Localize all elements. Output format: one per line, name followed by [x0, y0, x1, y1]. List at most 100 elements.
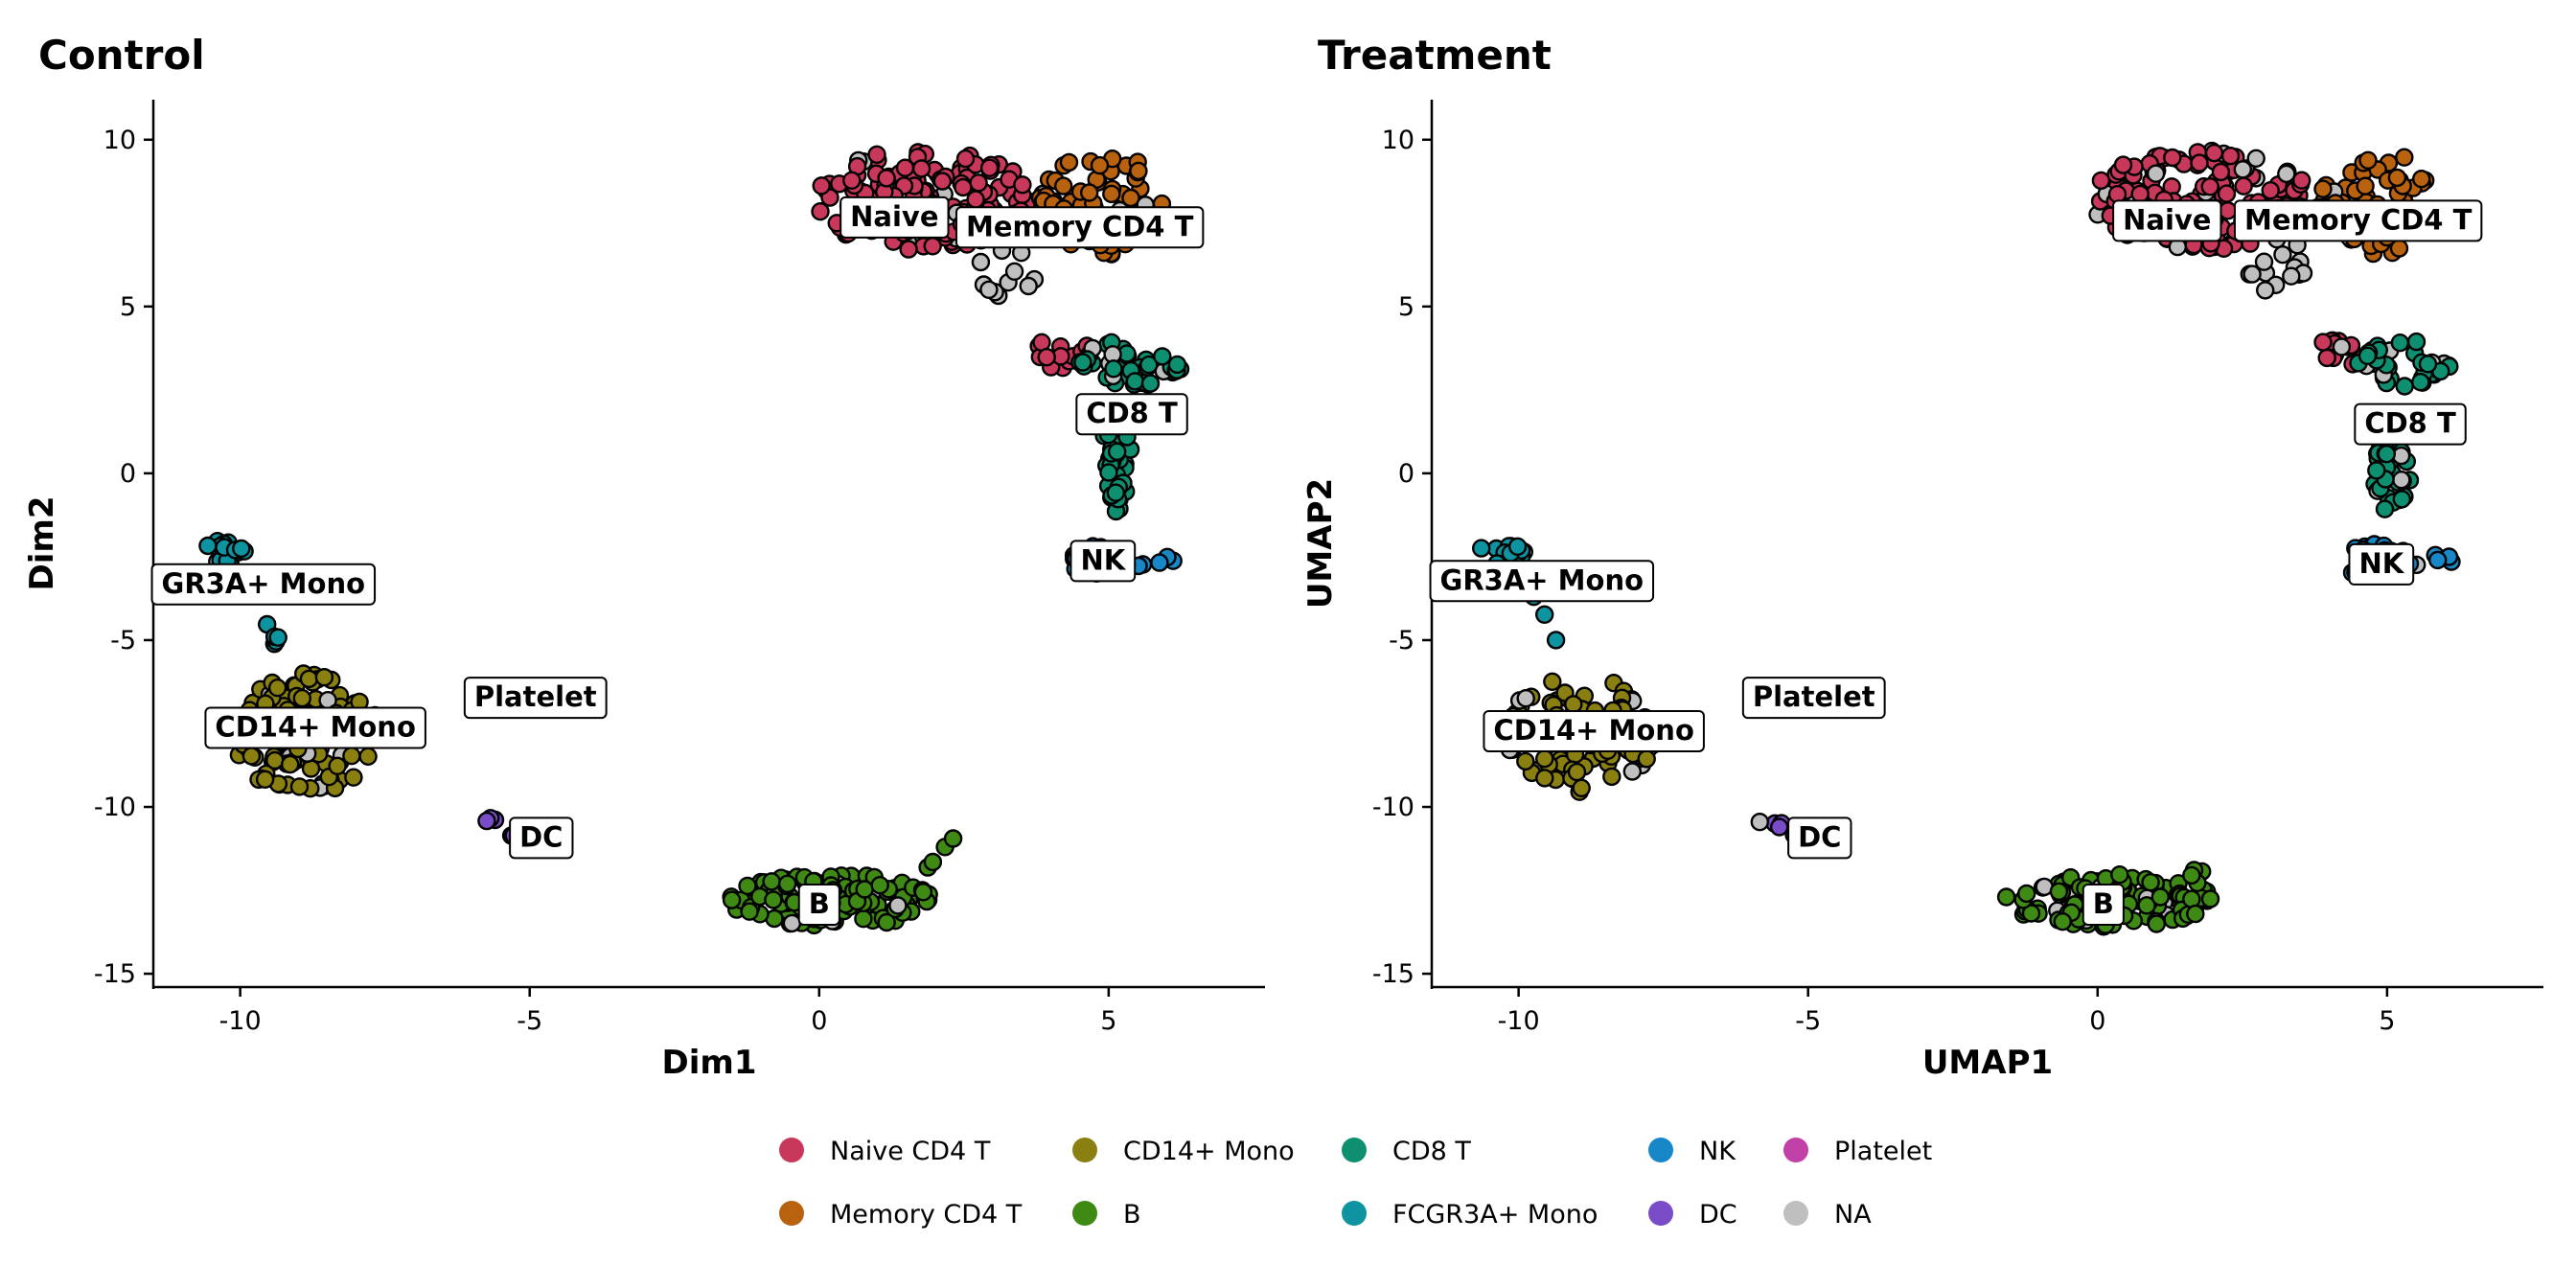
legend-item-memory-cd4-t: Memory CD4 T — [779, 1200, 1023, 1230]
point-naive-cd4-t — [911, 159, 932, 178]
point-memory-cd4-t — [1079, 183, 1099, 202]
cluster-label: Memory CD4 T — [2233, 199, 2483, 242]
point-memory-cd4-t — [1059, 152, 1079, 172]
point-naive-cd4-t — [955, 149, 976, 169]
point-cd8-t — [2390, 334, 2410, 353]
point-b — [762, 872, 781, 891]
point-cd14-mono — [267, 678, 288, 698]
legend-item-fcgr3a-mono: FCGR3A+ Mono — [1342, 1200, 1598, 1230]
x-tick-label: -10 — [219, 1006, 262, 1036]
cluster-label-text: GR3A+ Mono — [162, 567, 366, 600]
legend-swatch — [1072, 1138, 1097, 1162]
point-b — [2186, 904, 2205, 924]
point-naive-cd4-t — [2234, 176, 2253, 196]
legend-item-platelet: Platelet — [1783, 1137, 1932, 1166]
point-naive-cd4-t — [966, 190, 985, 209]
point-dc — [477, 811, 496, 831]
cluster-label-box — [1075, 393, 1188, 436]
point-b — [2053, 912, 2073, 932]
point-cd8-t — [2367, 461, 2386, 480]
point-fcgr3a-mono — [232, 539, 251, 559]
point-cd14-mono — [292, 688, 311, 708]
point-b — [764, 890, 783, 909]
scatter-points — [1471, 141, 2461, 936]
legend-label: FCGR3A+ Mono — [1392, 1200, 1598, 1230]
point-cd8-t — [1107, 442, 1127, 461]
point-b — [854, 909, 873, 929]
point-cd8-t — [1099, 463, 1118, 482]
cluster-label: GR3A+ Mono — [1429, 560, 1655, 603]
point-cd14-mono — [1516, 751, 1535, 771]
point-b — [923, 852, 943, 872]
point-cd14-mono — [242, 747, 262, 766]
point-cd8-t — [2358, 346, 2378, 365]
point-naive-cd4-t — [2317, 348, 2336, 368]
point-b — [2141, 873, 2160, 892]
point-memory-cd4-t — [1053, 176, 1073, 196]
point-memory-cd4-t — [2411, 169, 2431, 189]
point-na — [971, 252, 991, 272]
point-na — [2242, 264, 2262, 284]
point-naive-cd4-t — [2261, 180, 2280, 200]
point-naive-cd4-t — [2190, 153, 2209, 172]
point-na — [2255, 281, 2275, 300]
panel-title: Treatment — [1318, 32, 1552, 79]
cluster-label-box — [1787, 816, 1852, 860]
point-naive-cd4-t — [2313, 333, 2333, 352]
point-fcgr3a-mono — [1546, 631, 1566, 650]
cluster-label-text: Memory CD4 T — [966, 210, 1194, 242]
cluster-label-box — [1483, 709, 1705, 752]
point-na — [2282, 266, 2301, 286]
point-memory-cd4-t — [1129, 161, 1148, 181]
cluster-label: DC — [1787, 816, 1852, 860]
legend-swatch — [1342, 1201, 1367, 1226]
y-tick-label: 0 — [1398, 459, 1414, 489]
cluster-label-text: NK — [2358, 547, 2404, 580]
point-cd8-t — [1153, 347, 1172, 366]
point-cd14-mono — [1567, 762, 1587, 782]
point-naive-cd4-t — [954, 177, 973, 197]
legend-item-naive-cd4-t: Naive CD4 T — [779, 1137, 991, 1166]
point-naive-cd4-t — [932, 172, 953, 191]
legend-swatch — [779, 1201, 804, 1226]
point-cd14-mono — [358, 747, 378, 766]
cluster-label-text: GR3A+ Mono — [1440, 564, 1644, 596]
point-cd14-mono — [289, 777, 310, 796]
point-cd14-mono — [255, 770, 275, 789]
point-naive-cd4-t — [1037, 348, 1056, 367]
legend-label: B — [1123, 1200, 1141, 1230]
x-tick-label: 5 — [1100, 1006, 1116, 1036]
point-naive-cd4-t — [895, 158, 915, 177]
point-cd14-mono — [342, 747, 361, 766]
point-na — [2332, 337, 2352, 356]
point-cd8-t — [2375, 499, 2395, 518]
cluster-label-text: DC — [519, 820, 563, 853]
point-cd8-t — [1167, 355, 1187, 375]
point-b — [913, 883, 933, 902]
y-tick-label: -5 — [1389, 626, 1414, 656]
point-memory-cd4-t — [2358, 150, 2378, 171]
legend-label: Naive CD4 T — [830, 1137, 991, 1166]
point-b — [740, 902, 759, 921]
x-axis-title: UMAP1 — [1922, 1044, 2053, 1082]
cluster-label: GR3A+ Mono — [150, 563, 377, 606]
legend-item-na: NA — [1783, 1200, 1872, 1230]
legend-swatch — [1072, 1201, 1097, 1226]
x-axis-title: Dim1 — [662, 1044, 757, 1082]
point-cd8-t — [2392, 490, 2412, 509]
legend-item-cd8-t: CD8 T — [1342, 1137, 1471, 1166]
cluster-label-text: B — [2093, 887, 2114, 920]
point-naive-cd4-t — [2200, 177, 2220, 196]
y-tick-label: -10 — [94, 793, 136, 822]
point-cd14-mono — [1534, 749, 1554, 769]
y-tick-label: 5 — [1398, 292, 1414, 322]
cluster-label: Naive — [2112, 199, 2222, 242]
cluster-label-box — [2233, 199, 2483, 242]
point-fcgr3a-mono — [268, 628, 288, 647]
point-cd8-t — [1104, 359, 1123, 379]
point-memory-cd4-t — [1121, 188, 1140, 208]
cluster-label-text: Naive — [850, 200, 938, 233]
cluster-label: DC — [509, 816, 574, 860]
point-na — [1622, 762, 1643, 781]
legend-swatch — [1648, 1138, 1673, 1162]
